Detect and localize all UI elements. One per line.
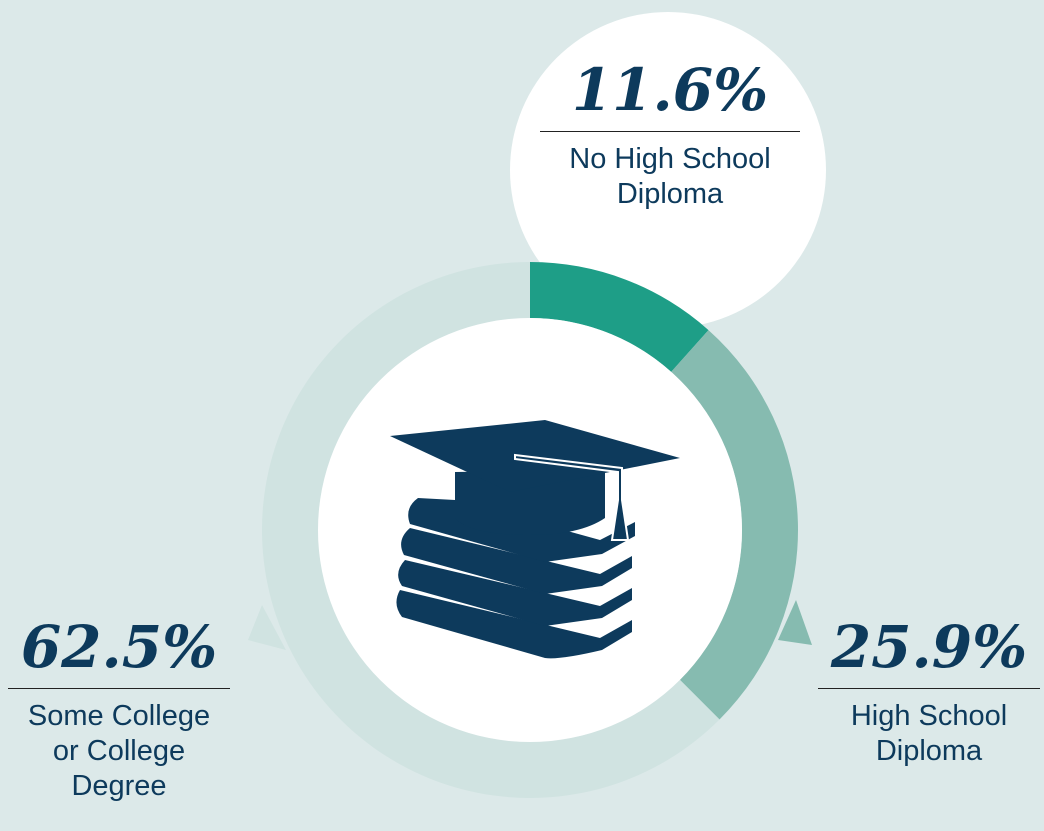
donut-segment: [671, 330, 798, 720]
graduation-icon: [390, 420, 680, 659]
callout: 62.5% Some College or College Degree: [8, 612, 230, 804]
book: [398, 560, 632, 626]
donut-segment: [262, 262, 720, 798]
cap-base: [455, 470, 605, 535]
ring: [262, 262, 798, 798]
value-label: 11.6%: [571, 56, 769, 124]
tassel: [514, 453, 630, 541]
category-label: High School Diploma: [850, 700, 1008, 767]
pointer-left: [248, 605, 286, 650]
pointer-right: [778, 600, 812, 645]
value-label: 25.9%: [830, 613, 1028, 681]
divider: [8, 688, 230, 689]
category-label: Some College or College Degree: [27, 700, 211, 802]
callout-bubble: [510, 12, 826, 328]
book: [401, 528, 632, 594]
callout: 25.9% High School Diploma: [818, 612, 1040, 769]
divider: [540, 131, 800, 132]
value-label: 62.5%: [20, 613, 218, 681]
callout-pointer: [598, 238, 660, 300]
donut-segment: [530, 262, 709, 372]
decor: [510, 12, 826, 328]
cap-top: [390, 420, 680, 492]
divider: [818, 688, 1040, 689]
callout: 11.6% No High School Diploma: [540, 55, 800, 212]
category-label: No High School Diploma: [569, 143, 771, 210]
book: [396, 590, 632, 659]
